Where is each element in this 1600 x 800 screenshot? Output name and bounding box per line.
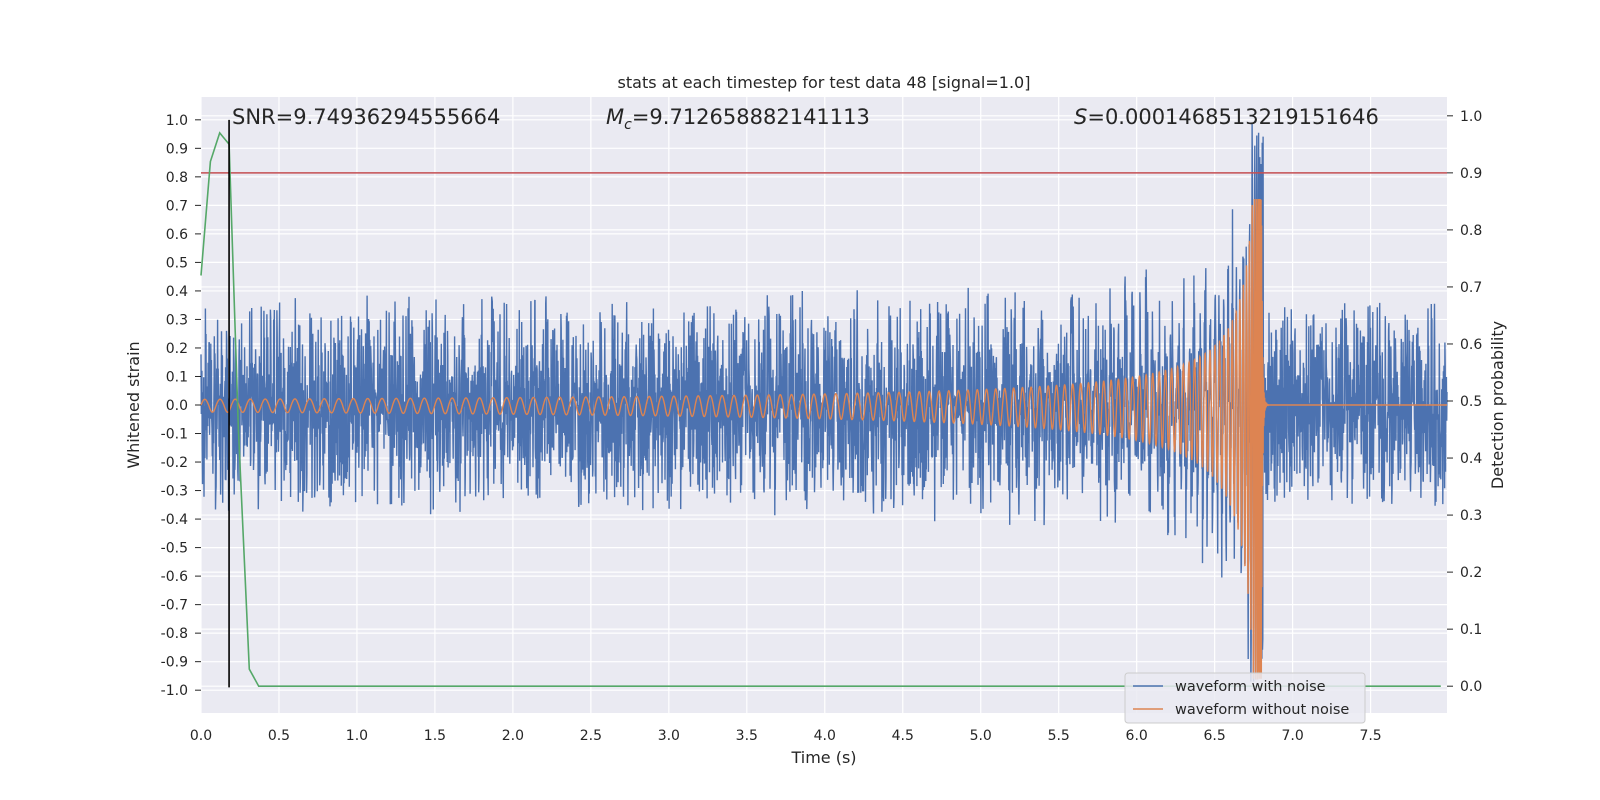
y-axis-left-label: Whitened strain bbox=[124, 341, 143, 468]
x-tick-label: 4.5 bbox=[892, 728, 914, 744]
s-symbol: S bbox=[1074, 105, 1087, 129]
y-tick-label-left: -0.8 bbox=[161, 626, 188, 642]
mc-subscript: c bbox=[624, 117, 632, 133]
x-tick-label: 2.5 bbox=[580, 728, 602, 744]
x-tick-label: 2.0 bbox=[502, 728, 524, 744]
y-tick-label-left: 0.4 bbox=[166, 284, 188, 300]
x-tick-label: 1.5 bbox=[424, 728, 446, 744]
mc-symbol: M bbox=[606, 105, 624, 129]
x-tick-label: 5.5 bbox=[1048, 728, 1070, 744]
x-axis-label: Time (s) bbox=[790, 748, 856, 767]
y-axis-right-label: Detection probability bbox=[1488, 321, 1507, 489]
y-tick-label-left: 0.3 bbox=[166, 312, 188, 328]
waveform-without-noise-line bbox=[200, 198, 1447, 680]
y-tick-label-left: 0.9 bbox=[166, 141, 188, 157]
y-tick-label-right: 0.7 bbox=[1460, 280, 1482, 296]
y-tick-label-right: 0.0 bbox=[1460, 679, 1482, 695]
y-tick-label-left: 0.8 bbox=[166, 170, 188, 186]
s-value: =0.0001468513219151646 bbox=[1087, 105, 1379, 129]
y-tick-label-left: 0.1 bbox=[166, 369, 188, 385]
clean-waveform-layer bbox=[200, 198, 1447, 680]
y-tick-label-right: 0.3 bbox=[1460, 508, 1482, 524]
mc-value: =9.712658882141113 bbox=[632, 105, 870, 129]
x-tick-label: 0.5 bbox=[268, 728, 290, 744]
y-tick-label-left: -0.6 bbox=[161, 569, 188, 585]
s-annotation: S=0.0001468513219151646 bbox=[1074, 105, 1379, 129]
y-tick-label-left: 1.0 bbox=[166, 113, 188, 129]
y-tick-label-right: 0.8 bbox=[1460, 223, 1482, 239]
detection-probability-line bbox=[200, 131, 1441, 687]
y-tick-label-left: 0.0 bbox=[166, 398, 188, 414]
mc-annotation: Mc=9.712658882141113 bbox=[606, 105, 870, 133]
y-tick-label-left: -0.4 bbox=[161, 512, 188, 528]
legend-label-noisy: waveform with noise bbox=[1175, 679, 1326, 695]
y-tick-label-right: 0.5 bbox=[1460, 394, 1482, 410]
x-tick-label: 4.0 bbox=[814, 728, 836, 744]
x-tick-label: 6.0 bbox=[1126, 728, 1148, 744]
y-tick-label-left: -1.0 bbox=[161, 683, 188, 699]
legend-label-clean: waveform without noise bbox=[1175, 702, 1349, 718]
y-tick-label-right: 0.2 bbox=[1460, 565, 1482, 581]
y-tick-label-left: -0.9 bbox=[161, 655, 188, 671]
y-tick-label-left: 0.5 bbox=[166, 255, 188, 271]
chart-title: stats at each timestep for test data 48 … bbox=[618, 73, 1031, 92]
x-tick-label: 1.0 bbox=[346, 728, 368, 744]
x-tick-label: 3.0 bbox=[658, 728, 680, 744]
y-tick-label-right: 0.1 bbox=[1460, 622, 1482, 638]
x-tick-label: 5.0 bbox=[970, 728, 992, 744]
y-tick-label-left: -0.5 bbox=[161, 541, 188, 557]
snr-annotation: SNR=9.74936294555664 bbox=[232, 105, 500, 129]
y-tick-label-right: 0.9 bbox=[1460, 166, 1482, 182]
x-tick-label: 6.5 bbox=[1204, 728, 1226, 744]
overlay-layer bbox=[200, 119, 1447, 688]
legend-box bbox=[1124, 672, 1366, 724]
x-tick-label: 0.0 bbox=[190, 728, 212, 744]
y-tick-label-left: -0.7 bbox=[161, 598, 188, 614]
y-tick-label-left: -0.1 bbox=[161, 427, 188, 443]
y-tick-label-left: 0.7 bbox=[166, 198, 188, 214]
ticks: 0.0 0.5 1.0 1.5 2.0 2.5 3.0 3.5 4.0 4.5 5.0 5.5 6.0 6… bbox=[161, 109, 1483, 744]
x-tick-label: 3.5 bbox=[736, 728, 758, 744]
legend: waveform with noise waveform without noi… bbox=[1124, 672, 1366, 724]
y-tick-label-left: 0.6 bbox=[166, 227, 188, 243]
y-tick-label-right: 0.4 bbox=[1460, 451, 1482, 467]
x-tick-label: 7.0 bbox=[1281, 728, 1303, 744]
y-tick-label-left: -0.2 bbox=[161, 455, 188, 471]
y-tick-label-left: 0.2 bbox=[166, 341, 188, 357]
y-tick-label-left: -0.3 bbox=[161, 484, 188, 500]
y-tick-label-right: 0.6 bbox=[1460, 337, 1482, 353]
x-tick-label: 7.5 bbox=[1359, 728, 1381, 744]
y-tick-label-right: 1.0 bbox=[1460, 109, 1482, 125]
